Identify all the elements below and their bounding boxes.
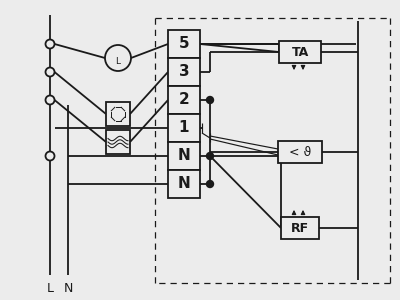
Text: TA: TA	[291, 46, 309, 59]
Bar	[168, 170, 200, 198]
Bar	[168, 58, 200, 86]
Text: N: N	[63, 281, 73, 295]
Bar	[106, 102, 130, 126]
Bar	[279, 41, 321, 63]
Text: 5: 5	[179, 37, 189, 52]
Text: RF: RF	[291, 221, 309, 235]
Bar	[168, 114, 200, 142]
Text: L: L	[46, 281, 54, 295]
Circle shape	[105, 45, 131, 71]
Circle shape	[206, 152, 214, 160]
Circle shape	[46, 40, 54, 49]
Circle shape	[46, 68, 54, 76]
Text: N: N	[178, 148, 190, 164]
Text: 2: 2	[179, 92, 189, 107]
Circle shape	[206, 97, 214, 104]
Text: N: N	[178, 176, 190, 191]
Text: 3: 3	[179, 64, 189, 80]
Bar	[278, 141, 322, 163]
Bar	[106, 130, 130, 154]
Text: L: L	[116, 56, 120, 65]
Circle shape	[46, 95, 54, 104]
Text: < ϑ: < ϑ	[289, 146, 311, 158]
Bar	[168, 142, 200, 170]
Bar	[281, 217, 319, 239]
Circle shape	[46, 152, 54, 160]
Text: 1: 1	[179, 121, 189, 136]
Bar	[168, 86, 200, 114]
Circle shape	[206, 181, 214, 188]
Bar	[168, 30, 200, 58]
